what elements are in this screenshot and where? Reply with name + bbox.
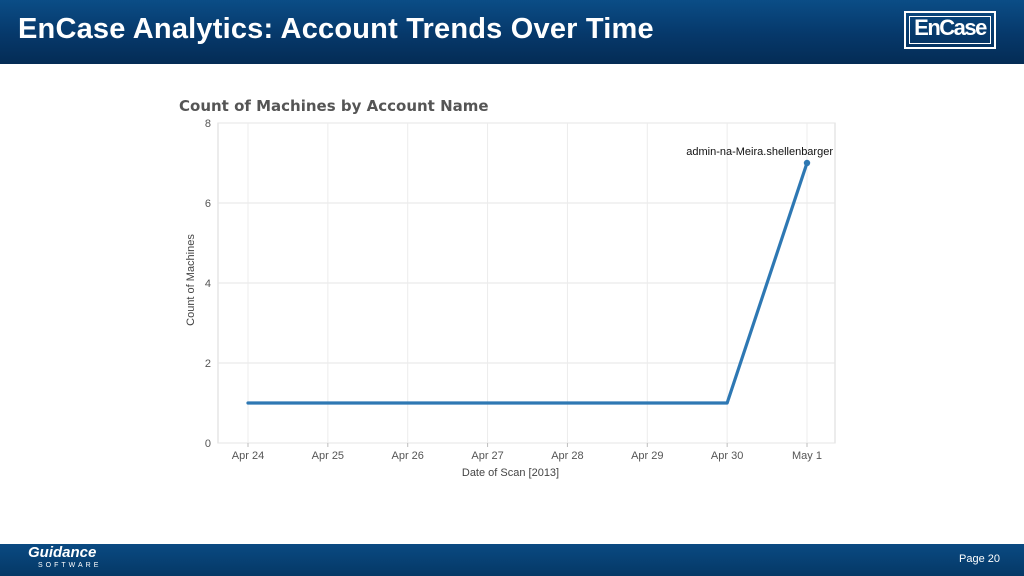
x-tick-label: Apr 27 — [471, 450, 503, 462]
x-tick-label: Apr 25 — [312, 450, 344, 462]
y-tick-label: 2 — [205, 358, 211, 370]
x-axis-label: Date of Scan [2013] — [462, 467, 559, 479]
page-number: Page 20 — [959, 553, 1000, 565]
slide-footer: Guidance SOFTWARE Page 20 — [0, 544, 1024, 576]
footer-brand: Guidance — [28, 544, 97, 561]
slide-title: EnCase Analytics: Account Trends Over Ti… — [18, 13, 654, 45]
x-tick-label: Apr 29 — [631, 450, 663, 462]
x-tick-label: Apr 26 — [392, 450, 424, 462]
grid-layer — [217, 122, 836, 444]
x-tick-label: Apr 28 — [551, 450, 583, 462]
slide-header: EnCase Analytics: Account Trends Over Ti… — [0, 0, 1024, 64]
footer-sub: SOFTWARE — [38, 562, 102, 569]
y-tick-label: 8 — [205, 118, 211, 130]
series-line — [246, 161, 809, 405]
y-tick-label: 4 — [205, 278, 211, 290]
encase-logo: EnCase — [904, 11, 996, 49]
logo-text: EnCase — [914, 15, 987, 40]
x-tick-label: May 1 — [792, 450, 822, 462]
series-end-point — [803, 159, 811, 167]
series-layer — [246, 159, 811, 405]
x-tick-label: Apr 24 — [232, 450, 264, 462]
y-tick-label: 6 — [205, 198, 211, 210]
x-tick-label: Apr 30 — [711, 450, 743, 462]
guidance-logo: Guidance SOFTWARE — [28, 545, 101, 570]
chart-title: Count of Machines by Account Name — [179, 97, 489, 115]
y-axis-label: Count of Machines — [185, 234, 197, 326]
series-annotation: admin-na-Meira.shellenbarger — [686, 146, 833, 158]
y-tick-label: 0 — [205, 438, 211, 450]
axis-layer: 0 2 4 6 8 Apr 24 Apr 25 Apr 26 Apr 27 Apr 28 Apr 2… — [205, 118, 822, 462]
logo-inner-border — [909, 16, 991, 44]
